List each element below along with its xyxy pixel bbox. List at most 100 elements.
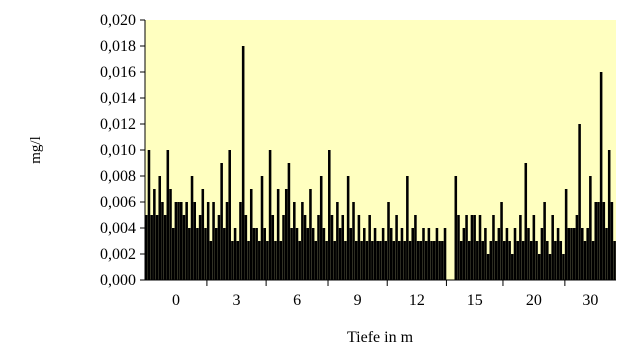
bar [196, 228, 199, 280]
bar [217, 215, 221, 280]
x-tick-label: 15 [467, 292, 483, 309]
bar [476, 241, 479, 280]
bar [379, 241, 382, 280]
bar [346, 176, 350, 280]
bar [155, 215, 159, 280]
bar [204, 228, 207, 280]
bar [147, 150, 151, 280]
y-tick-label: 0,004 [100, 220, 136, 237]
bar [492, 215, 495, 280]
bar [317, 215, 320, 280]
bar [212, 202, 215, 280]
bar [586, 228, 589, 280]
y-tick-label: 0,000 [100, 272, 136, 289]
bar [306, 228, 310, 280]
bar [233, 228, 237, 280]
bar [546, 241, 549, 280]
bar [384, 241, 388, 280]
y-tick-label: 0,016 [100, 64, 136, 81]
bar [349, 228, 353, 280]
bar [581, 228, 584, 280]
bar [521, 241, 525, 280]
bar [311, 228, 315, 280]
bar [244, 215, 248, 280]
y-tick-label: 0,002 [100, 246, 136, 263]
bar [519, 215, 522, 280]
y-tick-label: 0,018 [100, 38, 136, 55]
bar [462, 228, 466, 280]
bar [206, 202, 210, 280]
bar [214, 228, 218, 280]
bar [564, 189, 568, 280]
bar [303, 215, 307, 280]
bar [551, 215, 554, 280]
bar [578, 124, 581, 280]
bar [158, 176, 162, 280]
bar [371, 241, 374, 280]
bars-group [145, 46, 616, 280]
bar [559, 241, 563, 280]
bar [268, 150, 272, 280]
bar [220, 163, 223, 280]
bar [260, 176, 264, 280]
bar [529, 241, 533, 280]
bar [478, 215, 482, 280]
bar [368, 215, 371, 280]
bar [333, 241, 336, 280]
y-tick-label: 0,008 [100, 168, 136, 185]
bar [231, 241, 234, 280]
bar [556, 228, 560, 280]
bar [363, 228, 366, 280]
bar [540, 228, 544, 280]
bar [389, 228, 393, 280]
bar [150, 215, 153, 280]
bar [188, 228, 191, 280]
bar [198, 215, 202, 280]
bar [516, 241, 519, 280]
bar [161, 202, 164, 280]
bar [575, 215, 579, 280]
bar [511, 254, 514, 280]
bar [166, 150, 170, 280]
bar [179, 202, 183, 280]
bar [314, 241, 318, 280]
bar [502, 241, 506, 280]
bar [287, 163, 291, 280]
bar [387, 202, 390, 280]
bar [309, 189, 312, 280]
bar [605, 228, 608, 280]
bar [239, 202, 242, 280]
bar [357, 215, 361, 280]
bar [344, 241, 347, 280]
bar [454, 176, 458, 280]
bar [411, 228, 415, 280]
bar [570, 228, 573, 280]
bar [424, 241, 428, 280]
y-axis-label: mg/l [28, 136, 44, 164]
bar [430, 241, 433, 280]
bar [427, 228, 431, 280]
bar [459, 241, 463, 280]
bar [554, 241, 557, 280]
bar [513, 228, 517, 280]
bar [325, 241, 328, 280]
bar [441, 241, 444, 280]
bar [341, 215, 345, 280]
bar [169, 189, 172, 280]
bar [279, 241, 283, 280]
bar [591, 241, 595, 280]
bar [465, 215, 468, 280]
bar [236, 241, 240, 280]
bar [266, 241, 269, 280]
bar [319, 176, 323, 280]
bar [365, 241, 369, 280]
x-tick-label: 9 [354, 292, 362, 309]
bar [457, 215, 460, 280]
bar [400, 228, 404, 280]
bar [543, 202, 546, 280]
bar [583, 241, 587, 280]
bar [484, 228, 487, 280]
bar [435, 228, 439, 280]
bar [354, 241, 358, 280]
